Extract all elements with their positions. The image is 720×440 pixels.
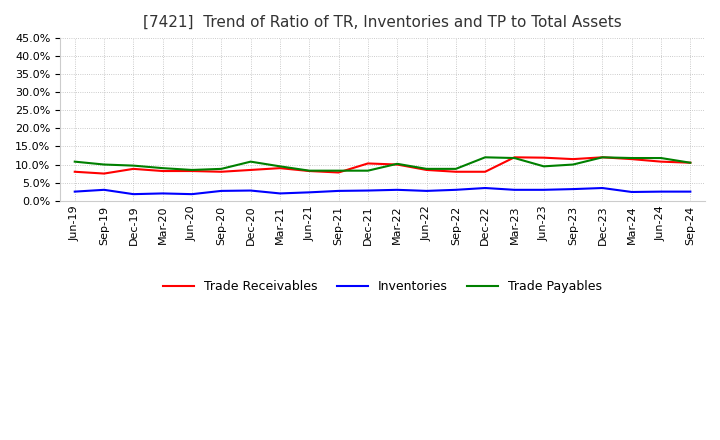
Trade Receivables xyxy=(510,155,519,160)
Inventories xyxy=(686,189,695,194)
Legend: Trade Receivables, Inventories, Trade Payables: Trade Receivables, Inventories, Trade Pa… xyxy=(158,275,607,298)
Trade Receivables xyxy=(657,159,665,164)
Trade Receivables xyxy=(158,169,167,174)
Trade Receivables xyxy=(188,169,197,174)
Trade Receivables xyxy=(334,170,343,175)
Inventories xyxy=(598,185,607,191)
Trade Payables xyxy=(158,165,167,171)
Inventories xyxy=(481,185,490,191)
Trade Receivables xyxy=(246,167,255,172)
Inventories xyxy=(422,188,431,194)
Trade Payables xyxy=(539,164,548,169)
Line: Trade Payables: Trade Payables xyxy=(75,158,690,171)
Trade Payables xyxy=(100,162,109,167)
Trade Receivables xyxy=(539,155,548,160)
Trade Receivables xyxy=(276,165,284,171)
Inventories xyxy=(217,188,225,194)
Trade Payables xyxy=(188,167,197,172)
Trade Payables xyxy=(686,160,695,165)
Trade Payables xyxy=(364,168,372,173)
Trade Receivables xyxy=(129,166,138,172)
Inventories xyxy=(129,191,138,197)
Trade Payables xyxy=(217,166,225,172)
Trade Payables xyxy=(657,155,665,161)
Trade Payables xyxy=(481,155,490,160)
Trade Receivables xyxy=(451,169,460,174)
Trade Payables xyxy=(598,155,607,160)
Trade Receivables xyxy=(100,171,109,176)
Trade Payables xyxy=(422,166,431,172)
Title: [7421]  Trend of Ratio of TR, Inventories and TP to Total Assets: [7421] Trend of Ratio of TR, Inventories… xyxy=(143,15,622,30)
Trade Payables xyxy=(510,155,519,161)
Inventories xyxy=(305,190,314,195)
Trade Payables xyxy=(276,164,284,169)
Inventories xyxy=(451,187,460,192)
Trade Receivables xyxy=(686,160,695,165)
Line: Inventories: Inventories xyxy=(75,188,690,194)
Line: Trade Receivables: Trade Receivables xyxy=(75,158,690,173)
Trade Receivables xyxy=(627,157,636,162)
Inventories xyxy=(71,189,79,194)
Trade Receivables xyxy=(305,169,314,174)
Inventories xyxy=(510,187,519,192)
Inventories xyxy=(246,188,255,193)
Inventories xyxy=(539,187,548,192)
Trade Payables xyxy=(334,168,343,173)
Trade Receivables xyxy=(217,169,225,174)
Inventories xyxy=(334,188,343,194)
Inventories xyxy=(657,189,665,194)
Trade Payables xyxy=(246,159,255,164)
Inventories xyxy=(100,187,109,192)
Inventories xyxy=(627,189,636,194)
Inventories xyxy=(276,191,284,196)
Trade Receivables xyxy=(569,157,577,162)
Trade Receivables xyxy=(393,162,402,167)
Trade Payables xyxy=(305,168,314,173)
Inventories xyxy=(364,188,372,193)
Inventories xyxy=(188,191,197,197)
Trade Payables xyxy=(71,159,79,164)
Trade Receivables xyxy=(422,167,431,172)
Inventories xyxy=(569,187,577,192)
Trade Payables xyxy=(627,155,636,161)
Inventories xyxy=(393,187,402,192)
Trade Payables xyxy=(129,163,138,168)
Trade Receivables xyxy=(481,169,490,174)
Trade Receivables xyxy=(71,169,79,174)
Trade Receivables xyxy=(364,161,372,166)
Inventories xyxy=(158,191,167,196)
Trade Payables xyxy=(451,166,460,172)
Trade Payables xyxy=(569,162,577,167)
Trade Receivables xyxy=(598,155,607,160)
Trade Payables xyxy=(393,161,402,166)
